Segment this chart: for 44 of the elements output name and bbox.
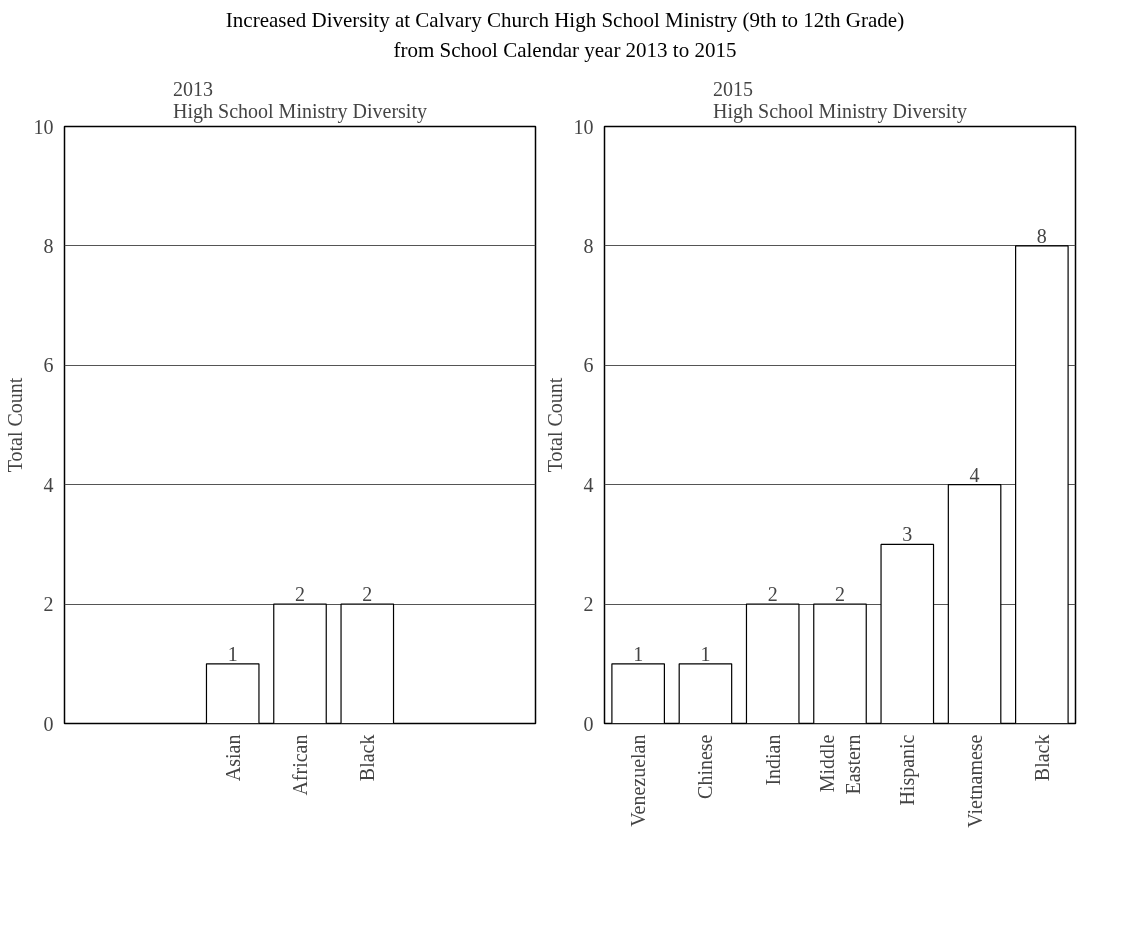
x-tick-label: Black bbox=[1030, 734, 1053, 782]
y-tick-label: 6 bbox=[43, 354, 54, 377]
data-label: 3 bbox=[902, 523, 913, 546]
x-tick-label: Chinese bbox=[694, 734, 717, 799]
y-tick-label: 0 bbox=[583, 712, 594, 735]
y-tick-label: 8 bbox=[43, 234, 54, 257]
data-label: 8 bbox=[1036, 224, 1047, 247]
bar bbox=[880, 543, 935, 724]
x-tick-label: Black bbox=[356, 734, 379, 782]
bar bbox=[611, 663, 665, 724]
y-tick-label: 2 bbox=[583, 593, 594, 616]
x-tick-label: Indian bbox=[761, 734, 784, 786]
data-label: 1 bbox=[633, 642, 644, 665]
chart-subtitle: 2013 High School Ministry Diversity bbox=[173, 77, 427, 123]
data-label: 1 bbox=[700, 642, 711, 665]
data-label: 2 bbox=[295, 583, 305, 606]
bar bbox=[1015, 245, 1069, 724]
y-axis-title: Total Count bbox=[543, 377, 566, 473]
bar bbox=[813, 603, 867, 724]
chart-subtitle: 2015 High School Ministry Diversity bbox=[713, 77, 967, 123]
x-tick-label: Venezuelan bbox=[627, 734, 650, 827]
data-label: 1 bbox=[227, 642, 238, 665]
y-tick-label: 4 bbox=[43, 473, 54, 496]
bar bbox=[678, 663, 733, 724]
x-tick-label: Vietnamese bbox=[963, 734, 986, 828]
bar bbox=[745, 603, 800, 724]
x-tick-label: Asian bbox=[221, 734, 244, 782]
y-tick-label: 2 bbox=[43, 593, 54, 616]
y-tick-label: 6 bbox=[583, 354, 594, 377]
y-tick-label: 10 bbox=[33, 115, 54, 138]
y-axis-title: Total Count bbox=[3, 377, 26, 473]
y-tick-label: 8 bbox=[583, 234, 594, 257]
y-tick-label: 0 bbox=[43, 712, 54, 735]
data-label: 2 bbox=[767, 583, 778, 606]
y-tick-label: 10 bbox=[573, 115, 594, 138]
bar bbox=[947, 484, 1002, 724]
data-label: 2 bbox=[835, 583, 845, 606]
x-tick-label: African bbox=[289, 734, 311, 796]
data-label: 4 bbox=[969, 463, 980, 486]
chart-title: Increased Diversity at Calvary Church High School Ministry (9th to 12th Grade) from School Calendar year 2013 to 2015 bbox=[225, 7, 905, 64]
x-tick-label: Middle Eastern bbox=[815, 734, 865, 795]
y-tick-label: 4 bbox=[583, 473, 594, 496]
x-tick-label: Hispanic bbox=[896, 734, 920, 806]
data-label: 2 bbox=[362, 583, 373, 606]
